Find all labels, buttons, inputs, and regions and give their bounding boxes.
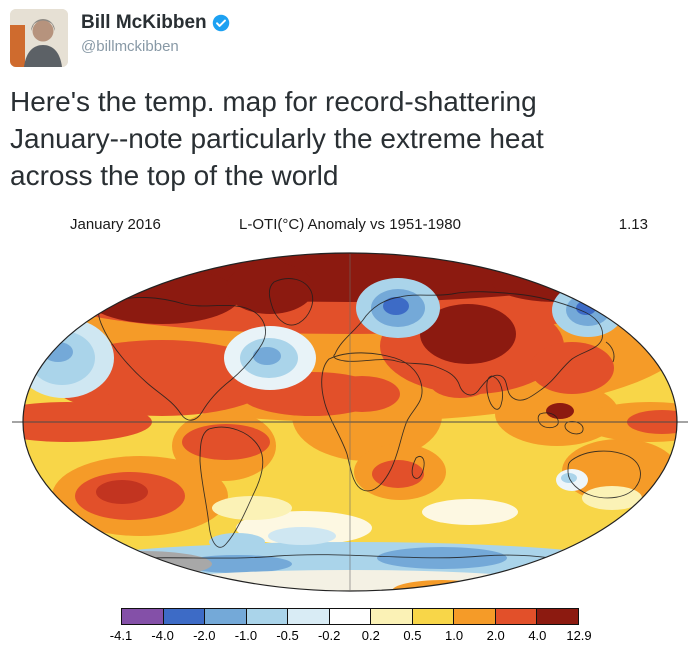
tweet-media[interactable]: January 2016 L-OTI(°C) Anomaly vs 1951-1… bbox=[0, 216, 700, 644]
colorbar-tick: 12.9 bbox=[566, 628, 592, 643]
tweet-text: Here's the temp. map for record-shatteri… bbox=[10, 86, 544, 191]
world-anomaly-map bbox=[0, 246, 700, 598]
colorbar-segment bbox=[246, 609, 289, 624]
colorbar-tick-labels: -4.1 -4.0 -2.0 -1.0 -0.5 -0.2 0.2 0.5 1.… bbox=[110, 628, 592, 644]
map-mean-value: 1.13 bbox=[618, 216, 648, 233]
colorbar-segment bbox=[329, 609, 372, 624]
colorbar-segment bbox=[412, 609, 455, 624]
colorbar-tick: -1.0 bbox=[234, 628, 258, 643]
colorbar-segment bbox=[495, 609, 538, 624]
avatar[interactable] bbox=[10, 9, 68, 67]
colorbar-segment bbox=[288, 609, 330, 624]
colorbar-tick: 4.0 bbox=[528, 628, 547, 643]
map-ellipse-outline bbox=[22, 252, 678, 592]
verified-badge-icon bbox=[212, 14, 230, 32]
avatar-photo bbox=[10, 9, 68, 67]
colorbar-tick: -2.0 bbox=[193, 628, 216, 643]
author-name[interactable]: Bill McKibben bbox=[81, 12, 207, 33]
map-period-label: January 2016 bbox=[70, 216, 161, 233]
tweet-header: Bill McKibben @billmckibben bbox=[0, 0, 700, 67]
graticule bbox=[12, 252, 688, 592]
anomaly-map-svg bbox=[12, 252, 688, 592]
colorbar-segment bbox=[163, 609, 206, 624]
colorbar-segment bbox=[205, 609, 247, 624]
colorbar-segments bbox=[121, 608, 579, 625]
colorbar-segment bbox=[537, 609, 579, 624]
colorbar-tick: -4.1 bbox=[109, 628, 133, 643]
colorbar: -4.1 -4.0 -2.0 -1.0 -0.5 -0.2 0.2 0.5 1.… bbox=[110, 608, 592, 644]
colorbar-tick: -0.5 bbox=[276, 628, 299, 643]
colorbar-tick: 2.0 bbox=[486, 628, 505, 643]
author-handle[interactable]: @billmckibben bbox=[81, 38, 179, 55]
colorbar-tick: 0.2 bbox=[361, 628, 380, 643]
colorbar-tick: -4.0 bbox=[151, 628, 174, 643]
colorbar-tick: 1.0 bbox=[445, 628, 464, 643]
map-title: L-OTI(°C) Anomaly vs 1951-1980 bbox=[239, 216, 461, 233]
colorbar-segment bbox=[371, 609, 413, 624]
colorbar-tick: -0.2 bbox=[317, 628, 341, 643]
continent-outlines bbox=[81, 278, 664, 571]
map-header: January 2016 L-OTI(°C) Anomaly vs 1951-1… bbox=[0, 216, 700, 236]
author-block: Bill McKibben @billmckibben bbox=[81, 9, 230, 55]
colorbar-tick: 0.5 bbox=[403, 628, 422, 643]
colorbar-segment bbox=[454, 609, 496, 624]
colorbar-segment bbox=[122, 609, 164, 624]
